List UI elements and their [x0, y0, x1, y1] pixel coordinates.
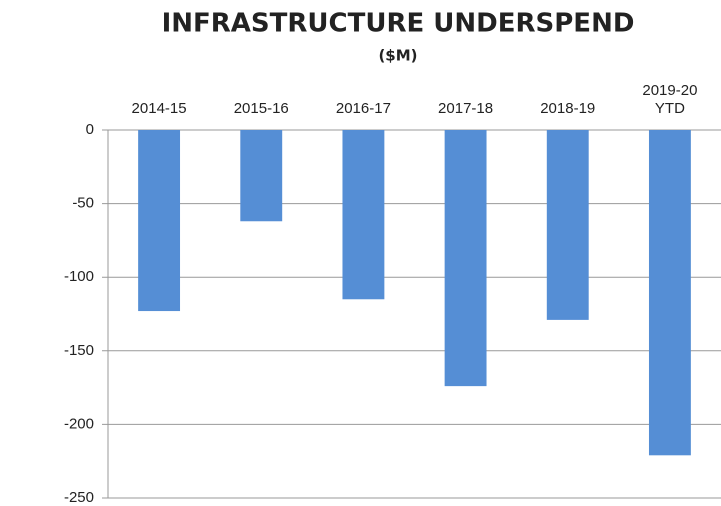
x-tick-label: 2017-18 [438, 100, 494, 117]
x-tick-label: 2018-19 [540, 100, 596, 117]
y-tick-label: -250 [64, 489, 94, 506]
y-tick-label: -150 [64, 342, 94, 359]
x-tick-label: 2016-17 [335, 100, 391, 117]
chart-subtitle: ($M) [378, 47, 417, 65]
bar [240, 130, 283, 222]
y-tick-label: -100 [64, 268, 94, 285]
chart-title: INFRASTRUCTURE UNDERSPEND [162, 9, 635, 39]
y-tick-label: 0 [86, 121, 94, 138]
x-tick-label: 2015-16 [233, 100, 289, 117]
bar [546, 130, 589, 320]
y-tick-label: -200 [64, 415, 94, 432]
x-tick-label: 2014-15 [131, 100, 187, 117]
bar [444, 130, 487, 387]
bar [342, 130, 385, 300]
bar [138, 130, 181, 312]
x-tick-label: 2019-20 YTD [642, 82, 698, 117]
y-tick-label: -50 [72, 195, 94, 212]
bar [648, 130, 691, 456]
